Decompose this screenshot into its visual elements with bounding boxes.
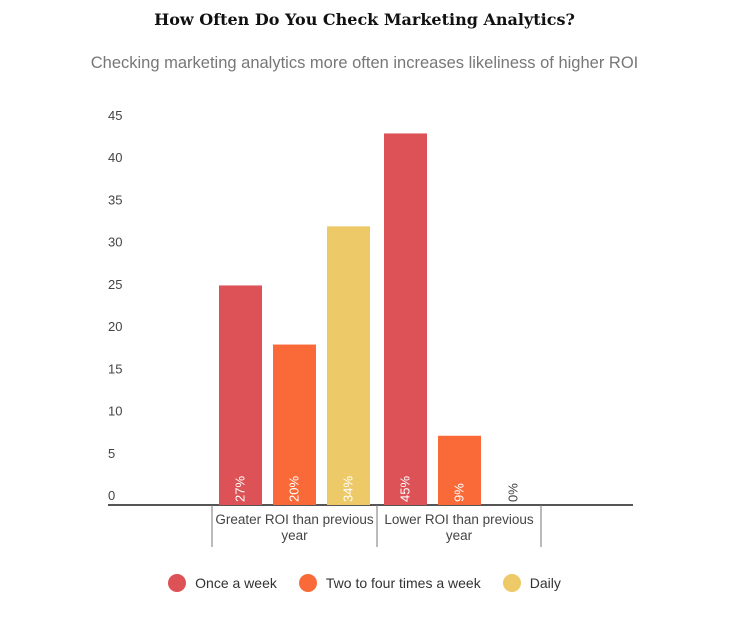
bar [273,344,316,505]
bar [384,133,427,505]
y-tick-label: 10 [108,404,122,419]
bar-value-label: 34% [341,476,356,502]
y-tick-label: 20 [108,319,122,334]
chart-subtitle: Checking marketing analytics more often … [90,54,639,72]
legend-swatch [502,574,521,592]
category-label: Greater ROI than previous [215,512,374,527]
bar [327,226,370,506]
chart-title: How Often Do You Check Marketing Analyti… [154,10,575,29]
bar [438,435,481,505]
bar-chart: 0 5 10 15 20 25 30 35 40 45 27% 45% 20% 9% 34% 0% Greate… [108,108,633,547]
bar-value-label: 45% [398,476,413,502]
legend-label: Once a week [195,575,277,591]
y-tick-label: 15 [108,361,122,376]
legend-label: Daily [529,575,561,591]
legend-swatch [298,574,317,592]
legend-item-daily[interactable]: Daily [502,574,561,592]
category-label: year [446,528,473,543]
y-tick-label: 30 [108,235,122,250]
bar-value-label: 0% [506,483,521,502]
legend-swatch [168,574,187,592]
y-tick-label: 25 [108,277,122,292]
y-tick-label: 35 [108,192,122,207]
legend-label: Two to four times a week [325,575,481,591]
y-tick-label: 45 [108,108,122,123]
legend-item-two-to-four[interactable]: Two to four times a week [298,574,481,592]
y-tick-label: 40 [108,150,122,165]
category-label: Lower ROI than previous [384,512,534,527]
y-tick-label: 5 [108,446,115,461]
bar-value-label: 20% [287,476,302,502]
y-tick-label: 0 [108,488,115,503]
bar [219,285,262,505]
bar-value-label: 9% [452,483,467,502]
category-label: year [281,528,308,543]
bar-value-label: 27% [233,476,248,502]
chart-legend: Once a week Two to four times a week Dai… [0,574,729,592]
legend-item-once-a-week[interactable]: Once a week [168,574,277,592]
